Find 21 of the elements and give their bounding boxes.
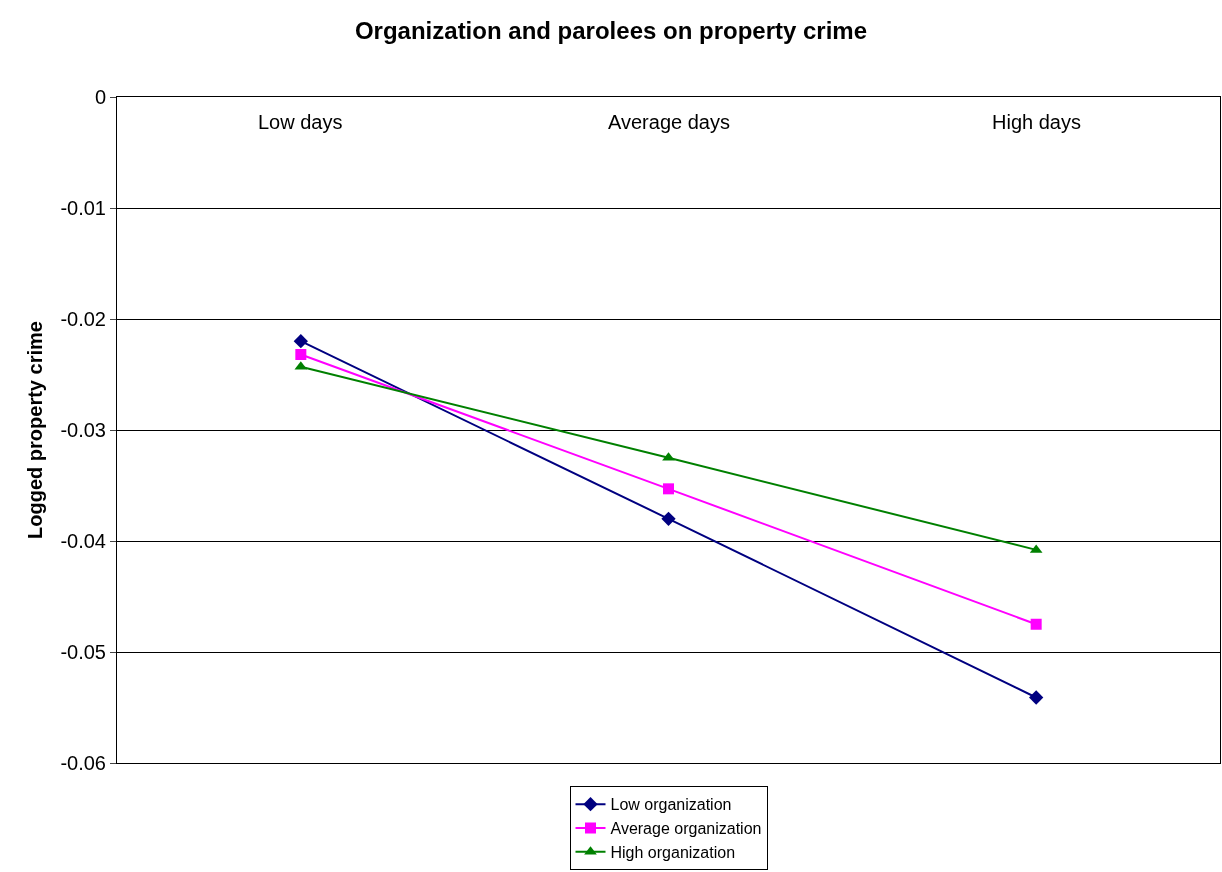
y-tick-label: -0.06 xyxy=(60,752,106,774)
point xyxy=(1029,690,1044,705)
point xyxy=(661,511,676,526)
legend-label: Average organization xyxy=(610,820,762,838)
point xyxy=(663,483,674,495)
y-tick-label: -0.04 xyxy=(60,530,106,552)
y-axis-title: Logged property crime xyxy=(23,321,46,539)
y-tick-label: 0 xyxy=(94,86,106,108)
point xyxy=(295,349,307,361)
y-tick-label: -0.02 xyxy=(60,308,106,330)
legend-label: Low organization xyxy=(610,796,732,814)
chart-title: Organization and parolees on property crime xyxy=(354,16,868,44)
x-tick-label: Low days xyxy=(258,111,343,133)
point xyxy=(293,334,308,349)
point xyxy=(1030,618,1042,630)
x-tick-label: High days xyxy=(992,111,1081,133)
legend-label: High organization xyxy=(610,844,736,862)
y-tick-label: -0.03 xyxy=(60,419,106,441)
y-tick-label: -0.05 xyxy=(60,641,106,663)
y-tick-label: -0.01 xyxy=(60,197,106,219)
x-tick-label: Average days xyxy=(608,111,730,133)
